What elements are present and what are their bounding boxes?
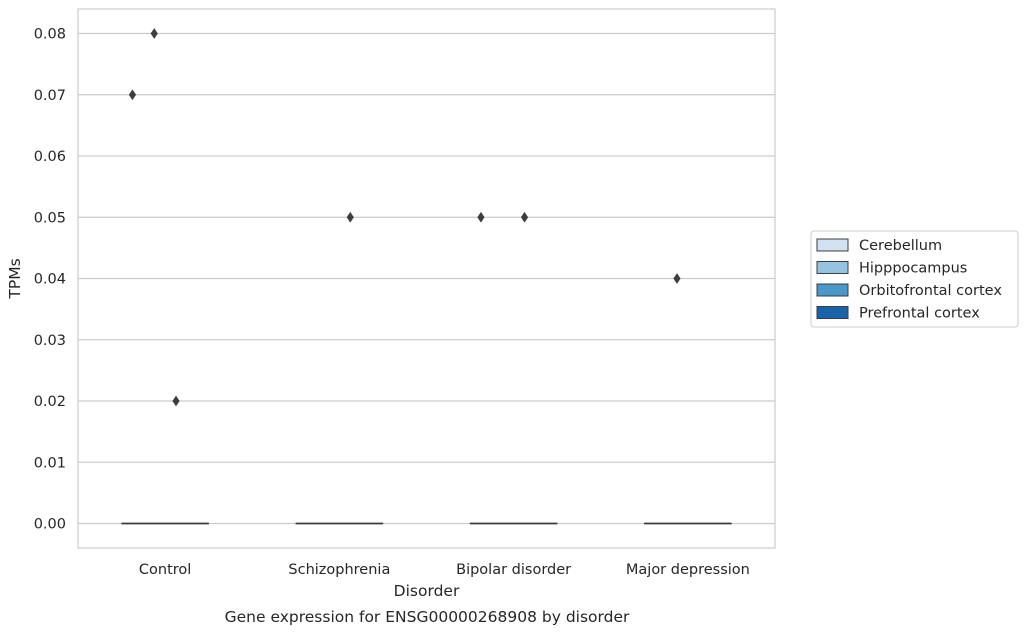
outlier-point [150,28,158,39]
plot-frame [77,8,776,549]
legend-swatch [816,261,849,274]
legend-label: Prefrontal cortex [859,306,980,322]
x-tick-label: Major depression [626,562,750,578]
outlier-points [128,28,681,407]
outlier-point [346,211,354,223]
outlier-point [520,211,529,223]
legend-label: Hipppocampus [859,261,967,277]
legend: Cerebellum Hipppocampus Orbitofrontal cort… [810,230,1019,328]
x-tick-label: Schizophrenia [288,562,390,578]
legend-label: Orbitofrontal cortex [859,283,1002,299]
y-tick-labels: 0.00 0.01 0.02 0.03 0.04 0.05 0.06 0.07 0.08 [34,27,66,533]
y-tick-label: 0.00 [34,517,66,533]
x-tick-label: Bipolar disorder [456,562,571,578]
y-tick-label: 0.06 [34,149,66,165]
y-tick-label: 0.02 [34,394,66,410]
outlier-point [477,211,485,223]
y-tick-label: 0.01 [34,455,66,471]
gridlines [78,32,775,525]
legend-frame [810,230,1019,328]
legend-swatch [816,238,849,252]
y-tick-label: 0.08 [34,27,66,43]
y-tick-label: 0.07 [34,88,66,104]
legend-swatch [816,306,849,319]
y-tick-label: 0.05 [34,210,66,226]
chart-caption: Gene expression for ENSG00000268908 by d… [225,608,630,626]
y-tick-label: 0.04 [34,272,66,288]
y-axis-label: TPMs [6,258,24,299]
outlier-point [172,395,180,407]
legend-swatch [816,283,849,297]
box-series [121,522,732,525]
outlier-point [673,273,681,284]
legend-label: Cerebellum [859,238,942,254]
y-tick-label: 0.03 [34,333,66,349]
x-axis-label: Disorder [394,582,460,600]
outlier-point [128,89,137,101]
x-tick-label: Control [139,562,191,578]
x-tick-labels: Control Schizophrenia Bipolar disorder Majo… [139,562,750,578]
